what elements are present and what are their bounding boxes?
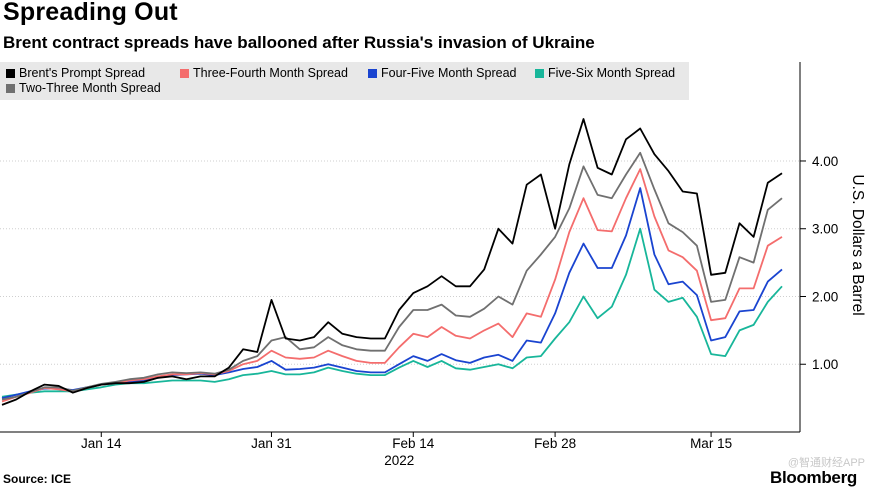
series-line-four-five-month-spread <box>1 187 783 399</box>
chart-title: Spreading Out <box>3 0 178 26</box>
legend: Brent's Prompt Spread Three-Fourth Month… <box>0 62 689 100</box>
legend-swatch <box>180 68 189 78</box>
series-line-brent-s-prompt-spread <box>1 118 783 406</box>
x-tick-label: Feb 28 <box>534 436 576 451</box>
chart-subtitle: Brent contract spreads have ballooned af… <box>3 33 595 52</box>
series-line-five-six-month-spread <box>1 227 783 398</box>
legend-swatch <box>6 83 15 93</box>
legend-label: Three-Fourth Month Spread <box>193 66 348 80</box>
legend-item-three-fourth: Three-Fourth Month Spread <box>180 66 348 80</box>
watermark: @智通财经APP <box>787 457 865 469</box>
y-tick-label: 1.00 <box>812 357 838 372</box>
legend-swatch <box>535 68 544 78</box>
y-axis-title: U.S. Dollars a Barrel <box>849 174 866 315</box>
y-tick-label: 4.00 <box>812 154 838 169</box>
x-tick-label: Feb 14 <box>392 436 435 451</box>
x-year-label: 2022 <box>384 453 414 468</box>
legend-item-five-six: Five-Six Month Spread <box>535 66 675 80</box>
legend-swatch <box>368 68 377 78</box>
legend-label: Five-Six Month Spread <box>548 66 676 80</box>
y-tick-label: 2.00 <box>812 289 838 304</box>
series-line-three-fourth-month-spread <box>1 168 783 403</box>
legend-item-two-three: Two-Three Month Spread <box>6 81 161 95</box>
source-note: Source: ICE <box>3 472 72 486</box>
legend-label: Two-Three Month Spread <box>19 81 161 95</box>
legend-label: Brent's Prompt Spread <box>19 66 146 80</box>
x-tick-label: Jan 31 <box>251 436 292 451</box>
legend-item-four-five: Four-Five Month Spread <box>368 66 516 80</box>
x-tick-label: Mar 15 <box>690 436 732 451</box>
series-line-two-three-month-spread <box>1 151 783 401</box>
legend-item-prompt: Brent's Prompt Spread <box>6 66 145 80</box>
legend-label: Four-Five Month Spread <box>381 66 517 80</box>
bloomberg-logo: Bloomberg <box>769 468 857 487</box>
y-tick-label: 3.00 <box>812 222 838 237</box>
x-tick-label: Jan 14 <box>81 436 122 451</box>
legend-swatch <box>6 68 15 78</box>
